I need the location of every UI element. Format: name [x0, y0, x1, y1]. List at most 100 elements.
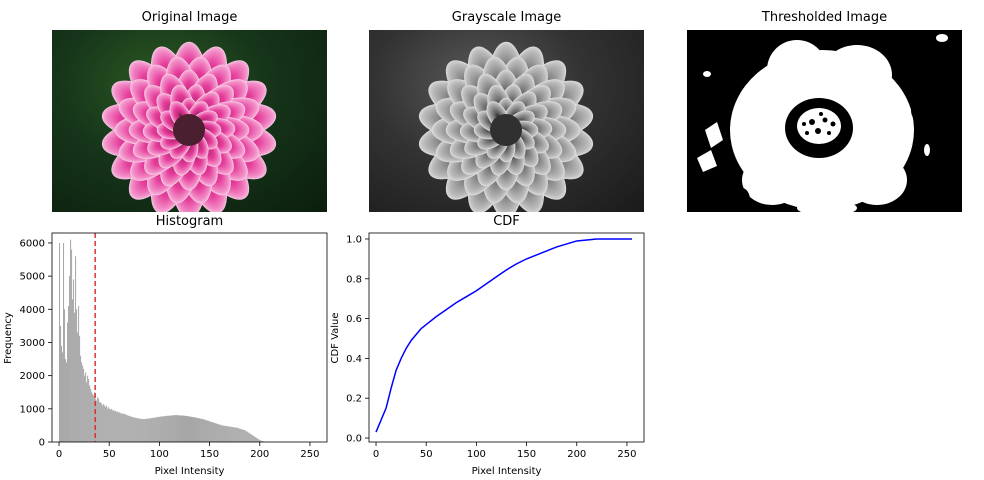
histogram-xtick-label: 50	[103, 449, 116, 460]
histogram-bar	[157, 417, 159, 442]
histogram-bar	[260, 440, 262, 442]
histogram-bar	[98, 398, 100, 442]
histogram-bar	[121, 413, 123, 442]
histogram-bar	[248, 433, 250, 442]
histogram-bar	[103, 403, 105, 442]
histogram-bar	[111, 408, 113, 442]
histogram-ylabel: Frequency	[3, 312, 14, 364]
histogram-bar	[191, 416, 193, 442]
histogram-bar	[187, 416, 189, 442]
histogram-bar	[156, 417, 158, 442]
histogram-bar	[189, 416, 191, 442]
histogram-bar	[154, 417, 156, 442]
histogram-bar	[178, 415, 180, 442]
histogram-bar	[243, 430, 245, 442]
histogram-bar	[131, 416, 133, 442]
histogram-bar	[79, 335, 81, 442]
histogram-bar	[62, 352, 64, 442]
histogram-bar	[180, 415, 182, 442]
histogram-bar	[224, 425, 226, 442]
cdf-xtick-label: 150	[517, 449, 536, 460]
histogram-bar	[208, 421, 210, 442]
histogram-xtick-label: 200	[250, 449, 269, 460]
histogram-bar	[176, 415, 178, 442]
histogram-bar	[87, 375, 89, 442]
histogram-bar	[171, 415, 173, 442]
histogram-bar	[241, 429, 243, 442]
histogram-bar	[250, 434, 252, 442]
histogram-bar	[141, 418, 143, 442]
histogram-ytick-label: 3000	[20, 338, 45, 349]
histogram-bar	[107, 408, 109, 442]
histogram-bar	[66, 362, 68, 442]
histogram-bar	[118, 412, 120, 442]
histogram-bar	[160, 416, 162, 442]
histogram-bar	[251, 435, 253, 442]
histogram-bar	[190, 416, 192, 442]
histogram-bar	[201, 418, 203, 442]
histogram-bar	[122, 413, 124, 442]
histogram-bar	[197, 418, 199, 442]
histogram-bar	[220, 425, 222, 442]
histogram-bar	[165, 416, 167, 442]
histogram-bar	[237, 428, 239, 442]
histogram-bar	[113, 410, 115, 442]
histogram-bar	[221, 425, 223, 442]
histogram-bar	[93, 395, 95, 442]
histogram-bar	[216, 423, 218, 442]
cdf-xtick-label: 50	[420, 449, 433, 460]
histogram-bar	[146, 418, 148, 442]
histogram-xtick-label: 0	[56, 449, 62, 460]
histogram-bar	[65, 359, 67, 442]
histogram-bar	[85, 372, 87, 442]
histogram-ytick-label: 4000	[20, 305, 45, 316]
histogram-bar	[183, 415, 185, 442]
histogram-bar	[199, 418, 201, 442]
histogram-bar	[245, 431, 247, 442]
histogram-bar	[82, 365, 84, 442]
histogram-ytick-label: 2000	[20, 371, 45, 382]
histogram-bar	[153, 417, 155, 442]
histogram-bar	[126, 414, 128, 442]
histogram-bar	[140, 418, 142, 442]
histogram-bar	[228, 426, 230, 442]
histogram-bar	[193, 417, 195, 442]
histogram-bar	[192, 417, 194, 442]
histogram-bar	[135, 417, 137, 442]
histogram-ytick-label: 1000	[20, 404, 45, 415]
cdf-ytick-label: 0.2	[346, 394, 362, 405]
histogram-bar	[182, 415, 184, 442]
histogram-bar	[71, 249, 73, 442]
histogram-bar	[150, 418, 152, 442]
cdf-xtick-label: 0	[373, 449, 379, 460]
histogram-bar	[77, 332, 79, 442]
histogram-bar	[133, 417, 135, 442]
histogram-bar	[218, 424, 220, 442]
histogram-bar	[155, 417, 157, 442]
histogram-xlabel: Pixel Intensity	[155, 466, 225, 477]
histogram-bar	[162, 416, 164, 442]
histogram-bar	[80, 355, 82, 442]
histogram-ytick-label: 5000	[20, 272, 45, 283]
histogram-bar	[188, 416, 190, 442]
histogram-bar	[74, 312, 76, 442]
histogram-bar	[225, 426, 227, 442]
histogram-bar	[84, 375, 86, 442]
histogram-bar	[179, 415, 181, 442]
histogram-bar	[124, 414, 126, 442]
histogram-bar	[68, 305, 70, 442]
histogram-bar	[174, 415, 176, 442]
histogram-bar	[230, 426, 232, 442]
histogram-bar	[60, 325, 62, 442]
histogram-bar	[233, 427, 235, 442]
histogram-bar	[142, 419, 144, 442]
histogram-bar	[114, 411, 116, 442]
histogram-ytick-label: 6000	[20, 238, 45, 249]
histogram-bar	[210, 421, 212, 442]
histogram-bar	[249, 433, 251, 442]
histogram-bar	[168, 415, 170, 442]
histogram-bar	[242, 429, 244, 442]
histogram-bar	[137, 418, 139, 442]
histogram-bar	[61, 345, 63, 442]
histogram-bar	[215, 423, 217, 442]
